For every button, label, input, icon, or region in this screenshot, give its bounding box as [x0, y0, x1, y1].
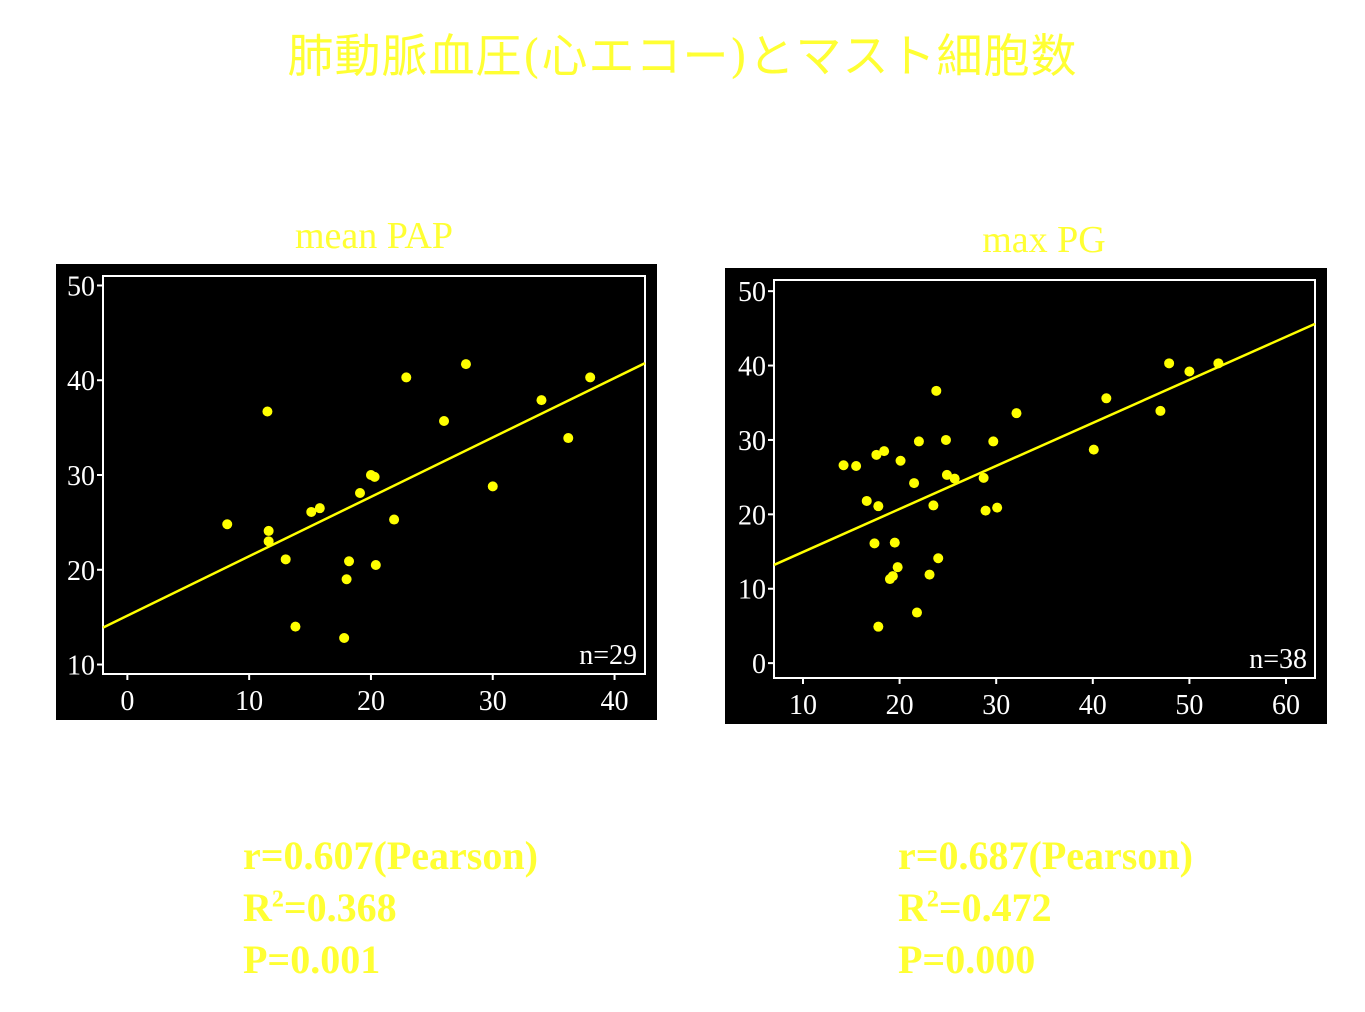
x-tick-label: 10: [789, 690, 817, 721]
data-point: [222, 519, 233, 530]
stats-block-max-pg: r=0.687(Pearson) R2=0.472 P=0.000: [898, 830, 1193, 986]
data-point: [988, 436, 999, 447]
y-tick-label: 50: [67, 271, 95, 302]
x-tick-label: 40: [601, 686, 629, 717]
data-point: [879, 446, 890, 457]
data-point: [1164, 358, 1175, 369]
data-point: [871, 449, 882, 460]
data-point: [933, 553, 944, 564]
data-point: [911, 607, 922, 618]
pearson-r-text: r=0.687(Pearson): [898, 833, 1193, 878]
x-tick-label: 40: [1079, 690, 1107, 721]
data-point: [1184, 366, 1195, 377]
scatter-chart-max-pg: 10 20 30 40 50 60 0 10 20 30 40 50 n=38: [725, 268, 1327, 724]
y-tick-label: 30: [738, 426, 766, 457]
y-tick-label: 0: [752, 649, 766, 680]
data-point: [873, 501, 884, 512]
data-point: [869, 538, 880, 549]
y-tick-label: 20: [67, 556, 95, 587]
data-point: [892, 562, 903, 573]
x-tick-label: 30: [479, 686, 507, 717]
data-point: [889, 537, 900, 548]
data-point: [861, 495, 872, 506]
data-point: [263, 536, 274, 547]
data-point: [873, 621, 884, 632]
data-point: [280, 554, 291, 565]
data-point: [460, 359, 471, 370]
data-point: [909, 478, 920, 489]
x-tick-label: 20: [357, 686, 385, 717]
data-point: [1088, 444, 1099, 455]
scatter-plot-max-pg: 10 20 30 40 50 60 0 10 20 30 40 50 n=38: [738, 277, 1316, 721]
data-point: [354, 488, 365, 499]
data-point: [838, 460, 849, 471]
p-value-text: P=0.001: [243, 937, 381, 982]
data-point: [924, 569, 935, 580]
x-tick-label: 30: [982, 690, 1010, 721]
data-point: [290, 621, 301, 632]
data-point: [941, 469, 952, 480]
data-point: [980, 505, 991, 516]
pearson-r-text: r=0.607(Pearson): [243, 833, 538, 878]
x-tick-label: 60: [1272, 690, 1300, 721]
data-point: [389, 514, 400, 525]
data-point: [370, 560, 381, 571]
data-point: [262, 406, 273, 417]
scatter-plot-mean-pap: 0 10 20 30 40 10 20 30 40 50 n=29: [67, 271, 646, 717]
data-point: [928, 500, 939, 511]
y-tick-label: 10: [738, 575, 766, 606]
data-point: [978, 472, 989, 483]
data-point: [931, 385, 942, 396]
y-tick-label: 10: [67, 651, 95, 682]
data-point: [949, 473, 960, 484]
data-point: [887, 571, 898, 582]
r-squared-text: R2=0.368: [243, 885, 397, 930]
data-point: [851, 460, 862, 471]
data-point: [992, 502, 1003, 513]
data-point: [339, 632, 350, 643]
x-tick-label: 50: [1175, 690, 1203, 721]
plot-frame: [773, 279, 1316, 679]
x-tick-label: 0: [120, 686, 134, 717]
scatter-chart-mean-pap: 0 10 20 30 40 10 20 30 40 50 n=29: [56, 264, 657, 720]
data-point: [439, 415, 450, 426]
x-tick-label: 10: [235, 686, 263, 717]
y-tick-label: 20: [738, 500, 766, 531]
data-point: [1011, 408, 1022, 419]
chart-title-mean-pap: mean PAP: [294, 215, 453, 257]
data-point: [314, 503, 325, 514]
chart-title-max-pg: max PG: [982, 219, 1106, 261]
data-point: [341, 574, 352, 585]
data-point: [1155, 405, 1166, 416]
data-point: [913, 436, 924, 447]
data-point: [401, 372, 412, 383]
y-tick-label: 40: [67, 366, 95, 397]
y-tick-label: 40: [738, 352, 766, 383]
data-point: [895, 455, 906, 466]
slide-title: 肺動脈血圧(心エコー)とマスト細胞数: [287, 29, 1078, 83]
data-point: [940, 434, 951, 445]
data-point: [585, 372, 596, 383]
data-point: [263, 525, 274, 536]
data-point: [487, 481, 498, 492]
sample-size-label: n=29: [579, 640, 637, 671]
data-point: [306, 506, 317, 517]
x-tick-label: 20: [886, 690, 914, 721]
data-point: [369, 471, 380, 482]
sample-size-label: n=38: [1249, 644, 1307, 675]
y-tick-label: 30: [67, 461, 95, 492]
data-point: [1101, 393, 1112, 404]
data-point: [344, 556, 355, 567]
regression-line: [773, 322, 1316, 567]
regression-line: [102, 362, 646, 629]
p-value-text: P=0.000: [898, 937, 1036, 982]
data-point: [536, 395, 547, 406]
data-point: [563, 433, 574, 444]
y-tick-label: 50: [738, 277, 766, 308]
stats-block-mean-pap: r=0.607(Pearson) R2=0.368 P=0.001: [243, 830, 538, 986]
r-squared-text: R2=0.472: [898, 885, 1052, 930]
data-point: [1213, 358, 1224, 369]
